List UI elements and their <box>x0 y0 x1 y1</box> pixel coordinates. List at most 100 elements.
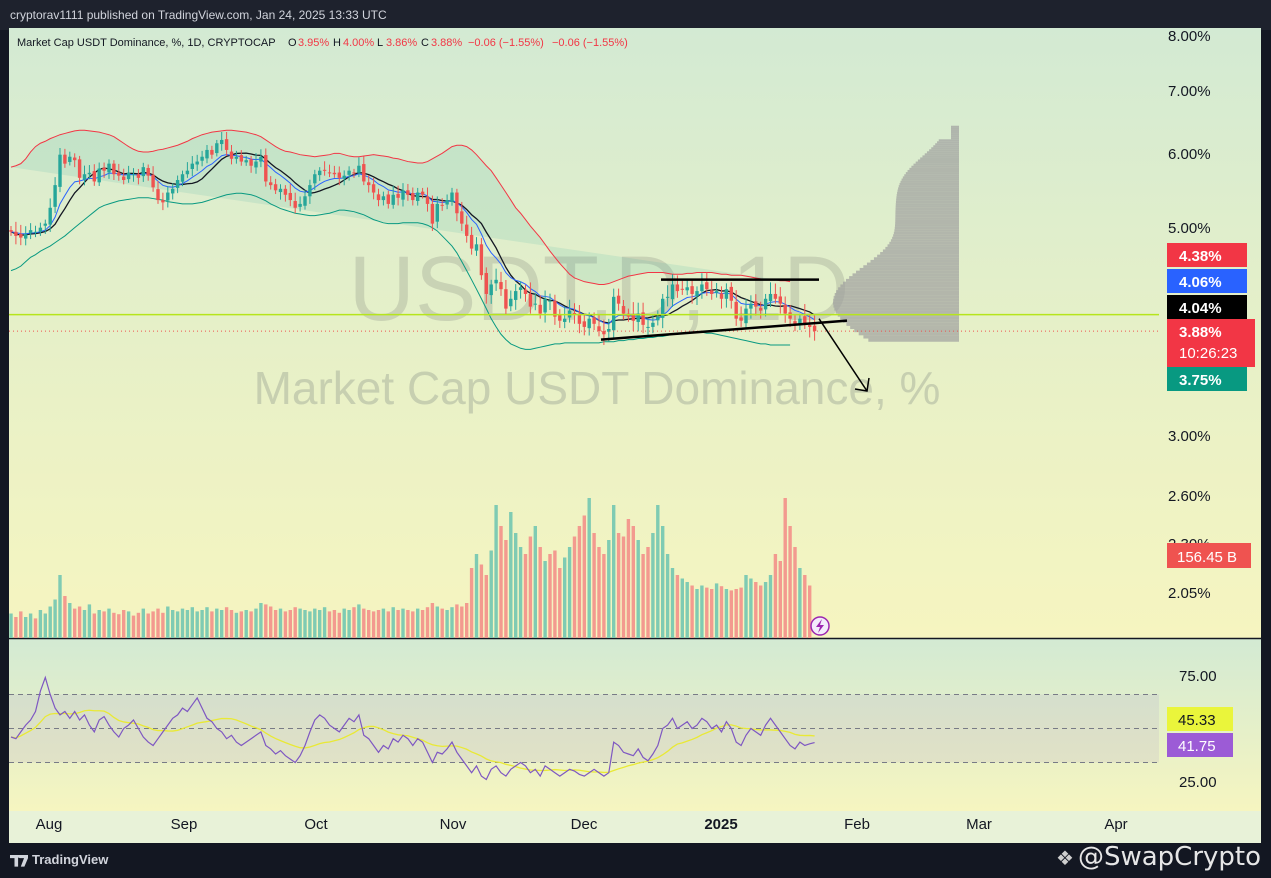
candle-body <box>788 312 792 319</box>
legend-change: −0.06 (−1.55%) <box>468 37 544 49</box>
rsi-ma-badge <box>1167 707 1233 731</box>
candle-body <box>131 174 136 176</box>
volume-bar <box>269 606 273 638</box>
price-tick: 7.00% <box>1168 83 1211 100</box>
candle-body <box>514 291 518 300</box>
rsi-axis[interactable]: 75.00 25.00 45.33 41.75 <box>1167 668 1233 791</box>
volume-bar <box>504 540 508 638</box>
candle-body <box>460 211 464 224</box>
legend-open-value: 3.95% <box>298 37 329 49</box>
chart-svg[interactable]: USDT.D, 1D Market Cap USDT Dominance, % … <box>9 28 1261 843</box>
volume-profile-row <box>887 244 959 247</box>
volume-bar <box>254 608 258 638</box>
volume-bar <box>808 585 812 638</box>
volume-bar <box>548 554 552 638</box>
volume-bar <box>210 611 214 638</box>
candle-body <box>592 317 596 324</box>
volume-badge-text: 156.45 B <box>1177 549 1237 566</box>
candle-body <box>215 143 219 154</box>
candle-body <box>298 203 302 207</box>
volume-bar <box>695 589 699 638</box>
price-tick: 5.00% <box>1168 220 1211 237</box>
basis-badge-text: 4.04% <box>1179 300 1222 317</box>
time-axis[interactable]: Aug Sep Oct Nov Dec 2025 Feb Mar Apr <box>36 816 1128 833</box>
volume-profile-row <box>951 135 959 138</box>
volume-profile-row <box>890 239 959 242</box>
volume-profile-row <box>951 129 959 132</box>
volume-bar <box>518 547 523 638</box>
volume-bar <box>489 550 493 638</box>
candle-body <box>166 192 170 201</box>
tradingview-logo[interactable]: TradingView <box>10 852 108 867</box>
candle-body <box>156 189 160 201</box>
candle-body <box>171 188 175 194</box>
volume-bar <box>685 582 689 638</box>
candle-body <box>425 196 430 204</box>
drawings[interactable] <box>9 278 1159 392</box>
price-axis[interactable]: 8.00% 7.00% 6.00% 5.00% 3.00% 2.60% 2.30… <box>1168 28 1211 602</box>
volume-profile-row <box>938 139 959 142</box>
volume-bar <box>621 536 626 638</box>
candle-body <box>220 139 224 145</box>
volume-bar <box>587 498 591 638</box>
last-price-text: 3.88% <box>1179 324 1222 341</box>
volume-bar <box>371 611 376 638</box>
candle-body <box>450 192 454 202</box>
candle-body <box>224 139 229 150</box>
candle-body <box>259 156 263 162</box>
volume-bar <box>656 505 660 638</box>
candle-body <box>675 284 680 292</box>
candle-body <box>273 184 278 191</box>
volume-bar <box>724 589 729 638</box>
volume-bar <box>690 585 694 638</box>
replay-icon[interactable] <box>810 616 830 636</box>
volume-profile <box>833 125 959 342</box>
legend-change-2: −0.06 (−1.55%) <box>552 37 628 49</box>
time-tick-mar: Mar <box>966 816 992 833</box>
candle-body <box>719 293 724 299</box>
volume-bar <box>465 603 469 638</box>
candle-body <box>396 193 400 198</box>
candle-body <box>293 200 297 208</box>
brand-text: @SwapCrypto <box>1077 842 1261 872</box>
candle-body <box>670 284 675 300</box>
volume-bar <box>445 610 449 638</box>
candle-body <box>161 200 165 203</box>
candle-body <box>136 174 141 178</box>
candle-body <box>499 282 503 290</box>
candle-body <box>739 317 743 321</box>
volume-profile-row <box>893 234 959 237</box>
volume-bar <box>768 575 773 638</box>
candle-body <box>538 304 542 314</box>
price-badges: 4.38% 4.06% 4.04% 3.88% 10:26:23 3.75% 1… <box>1167 243 1255 568</box>
volume-bar <box>572 536 577 638</box>
time-tick-feb: Feb <box>844 816 870 833</box>
time-tick-apr: Apr <box>1104 816 1127 833</box>
candle-body <box>376 194 381 201</box>
volume-profile-row <box>913 163 959 166</box>
volume-bar <box>499 526 503 638</box>
candle-body <box>773 293 778 299</box>
volume-profile-row <box>898 185 959 188</box>
chart-area[interactable]: USDT.D, 1D Market Cap USDT Dominance, % … <box>9 28 1261 843</box>
volume-profile-row <box>833 304 959 308</box>
candle-body <box>523 289 528 294</box>
volume-bar <box>288 610 292 638</box>
candle-body <box>318 170 322 176</box>
candle-body <box>543 298 547 313</box>
candle-body <box>489 284 493 296</box>
volume-bar <box>734 589 738 638</box>
volume-bar <box>754 582 758 638</box>
publish-header: cryptorav1111 published on TradingView.c… <box>0 0 1271 30</box>
candle-body <box>102 167 106 171</box>
candle-body <box>656 316 660 321</box>
volume-profile-row <box>901 178 959 181</box>
volume-bar <box>97 610 101 638</box>
volume-bar <box>479 564 484 638</box>
candle-body <box>641 312 645 325</box>
volume-bar <box>151 611 155 638</box>
candle-body <box>528 293 533 307</box>
candle-body <box>680 288 684 290</box>
volume-bar <box>484 575 488 638</box>
candle-body <box>185 170 190 175</box>
